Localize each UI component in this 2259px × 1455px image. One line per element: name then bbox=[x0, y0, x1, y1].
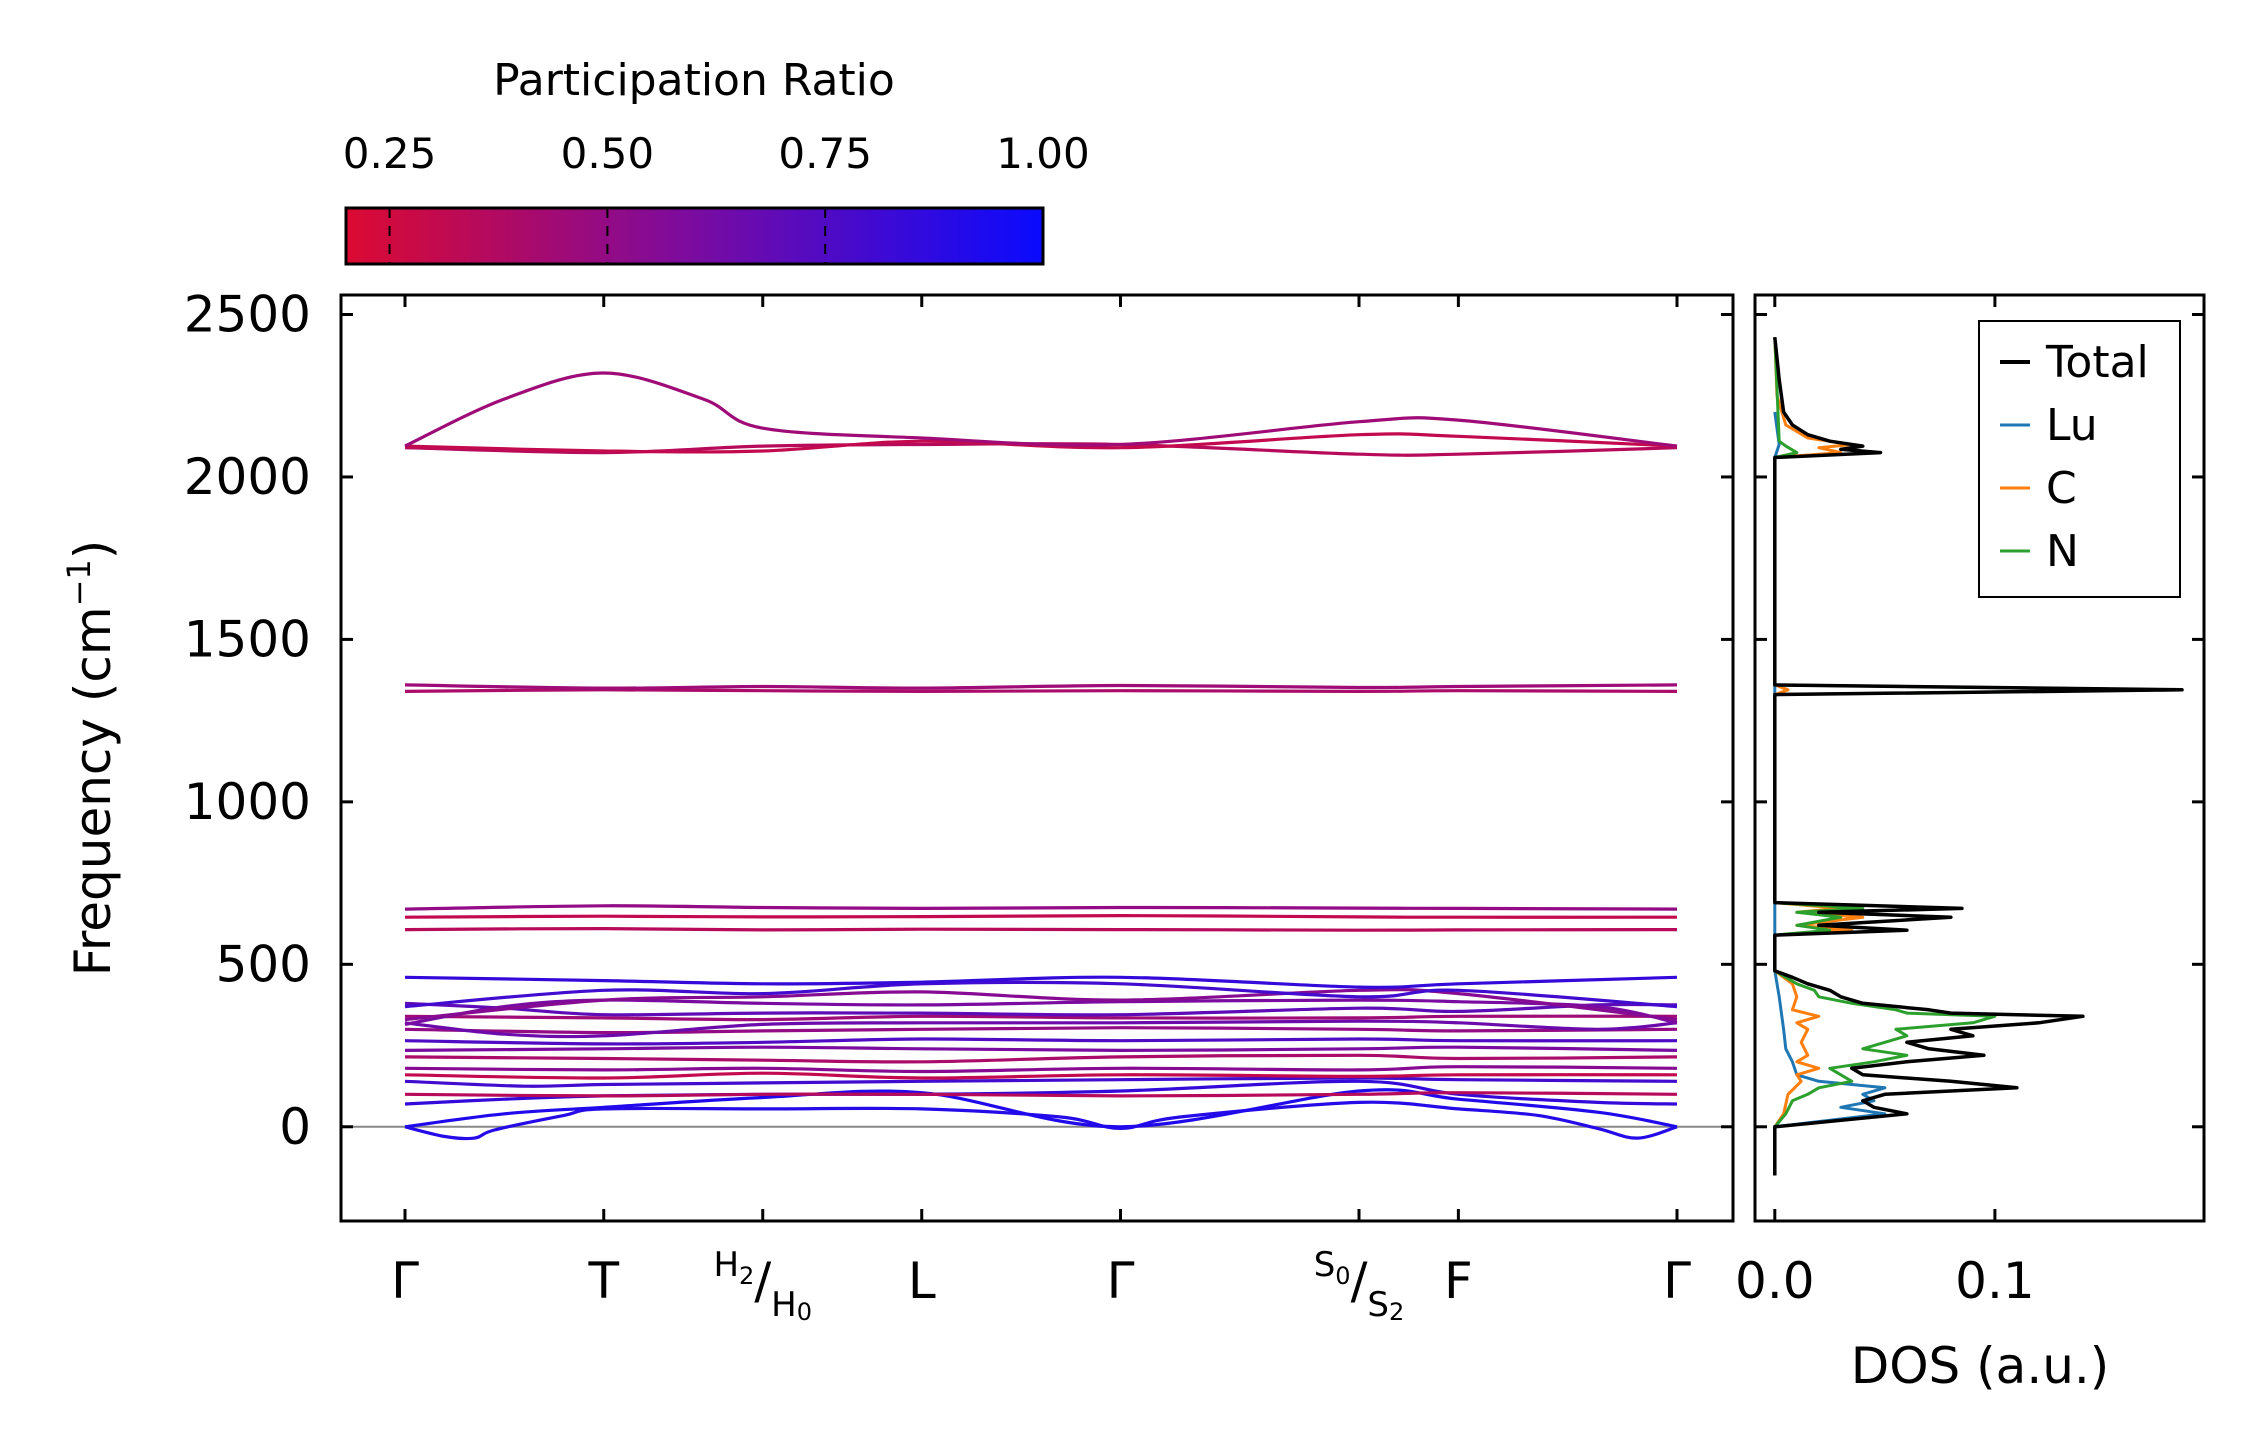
phonon-band bbox=[404, 926, 1678, 932]
band-structure-panel: 0 500 1000 1500 2000 2500 Γ T H2/H0 L Γ S0/S2 F Γ Fr… bbox=[60, 285, 1735, 1326]
high-symmetry-label: H2/H0 bbox=[713, 1245, 812, 1326]
dos-curve-c bbox=[1773, 337, 1865, 1176]
phonon-band bbox=[404, 1014, 1678, 1022]
dos-x-tick-label: 0.1 bbox=[1955, 1252, 2035, 1310]
legend-label-n: N bbox=[2046, 526, 2079, 577]
phonon-band bbox=[404, 1071, 1678, 1080]
phonon-band bbox=[404, 688, 1678, 694]
dos-axes-frame bbox=[1753, 293, 2206, 1223]
colorbar-tick-label: 0.50 bbox=[561, 129, 655, 178]
high-symmetry-label: Γ bbox=[1663, 1252, 1691, 1310]
dos-x-tick-label: 0.0 bbox=[1735, 1252, 1815, 1310]
y-axis-label-base: Frequency (cm bbox=[64, 606, 122, 976]
phonon-band bbox=[404, 998, 1678, 1026]
y-tick-label: 500 bbox=[216, 935, 311, 993]
dos-curves bbox=[1773, 337, 2184, 1176]
y-tick-label: 1000 bbox=[184, 773, 311, 831]
phonon-band bbox=[404, 904, 1678, 911]
phonon-band bbox=[404, 913, 1678, 919]
colorbar-gradient bbox=[344, 206, 1045, 266]
colorbar-title: Participation Ratio bbox=[493, 55, 895, 106]
high-symmetry-label: Γ bbox=[1107, 1252, 1135, 1310]
colorbar-tick-label: 0.25 bbox=[343, 129, 437, 178]
phonon-band bbox=[404, 1001, 1678, 1017]
high-symmetry-label: L bbox=[908, 1252, 936, 1310]
phonon-band bbox=[404, 980, 1678, 1009]
band-x-ticks: Γ T H2/H0 L Γ S0/S2 F Γ bbox=[391, 295, 1691, 1326]
phonon-bands bbox=[404, 371, 1678, 1141]
legend-label-c: C bbox=[2046, 463, 2077, 514]
band-y-ticks: 0 500 1000 1500 2000 2500 bbox=[184, 285, 1733, 1156]
y-tick-label: 2000 bbox=[184, 448, 311, 506]
phonon-band bbox=[404, 987, 1678, 1022]
dos-x-axis-label: DOS (a.u.) bbox=[1851, 1337, 2110, 1395]
colorbar-ticks: 0.25 0.50 0.75 1.00 bbox=[343, 129, 1090, 264]
dos-legend: Total Lu CN bbox=[1978, 320, 2181, 598]
phonon-band bbox=[404, 1045, 1678, 1053]
y-axis-label: Frequency (cm−1) bbox=[60, 540, 122, 977]
band-axes-frame bbox=[339, 293, 1735, 1223]
phonon-band bbox=[404, 1026, 1678, 1035]
high-symmetry-label: Γ bbox=[391, 1252, 419, 1310]
high-symmetry-label: S0/S2 bbox=[1314, 1245, 1405, 1326]
legend-label-total: Total bbox=[2045, 337, 2149, 388]
dos-curve-total bbox=[1773, 337, 2184, 1176]
dos-curve-lu bbox=[1773, 411, 1887, 1176]
colorbar-tick-label: 1.00 bbox=[996, 129, 1090, 178]
y-axis-label-exponent: −1 bbox=[60, 559, 98, 606]
legend-label-lu: Lu bbox=[2046, 400, 2098, 451]
y-tick-label: 2500 bbox=[184, 285, 311, 343]
dos-panel: 0.0 0.1 DOS (a.u.) Total Lu CN bbox=[1735, 293, 2206, 1395]
phonon-band bbox=[404, 1053, 1678, 1064]
colorbar: Participation Ratio 0.25 0.50 0.75 1.00 bbox=[343, 55, 1090, 266]
phonon-band bbox=[404, 1091, 1678, 1098]
dos-y-ticks bbox=[1755, 312, 2204, 1129]
y-tick-label: 0 bbox=[279, 1098, 311, 1156]
dos-x-ticks: 0.0 0.1 bbox=[1735, 295, 2035, 1310]
phonon-band bbox=[404, 975, 1678, 989]
phonon-band bbox=[404, 1076, 1678, 1088]
colorbar-tick-label: 0.75 bbox=[778, 129, 872, 178]
phonon-band bbox=[404, 1065, 1678, 1074]
phonon-band bbox=[404, 371, 1678, 448]
legend-items: Total Lu CN bbox=[2000, 337, 2149, 577]
high-symmetry-label: F bbox=[1444, 1252, 1473, 1310]
phonon-band bbox=[404, 1037, 1678, 1046]
y-tick-label: 1500 bbox=[184, 610, 311, 668]
phonon-band bbox=[404, 683, 1678, 690]
phonon-band bbox=[404, 1100, 1678, 1141]
high-symmetry-label: T bbox=[587, 1252, 619, 1310]
phonon-band bbox=[404, 1019, 1678, 1039]
phonon-band bbox=[404, 1088, 1678, 1129]
y-axis-label-close: ) bbox=[64, 540, 122, 560]
